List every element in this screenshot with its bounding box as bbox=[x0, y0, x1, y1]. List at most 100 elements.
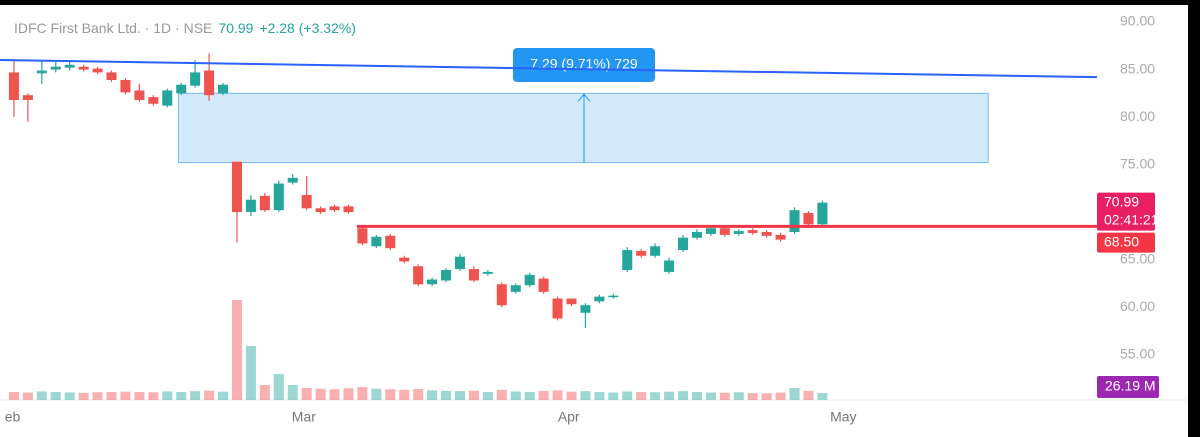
volume-bar bbox=[747, 393, 758, 400]
candle-body bbox=[524, 274, 535, 286]
volume-bar bbox=[427, 390, 438, 400]
volume-bar bbox=[538, 390, 549, 400]
volume-bar bbox=[636, 391, 647, 400]
range-box bbox=[177, 92, 989, 164]
x-tick-label: May bbox=[830, 409, 856, 425]
volume-bar bbox=[8, 391, 19, 400]
candle-body bbox=[622, 250, 633, 271]
volume-bar bbox=[259, 385, 270, 400]
candle-body bbox=[482, 271, 493, 274]
volume-bar bbox=[677, 391, 689, 400]
candle-body bbox=[538, 278, 549, 292]
candle-body bbox=[664, 260, 675, 272]
volume-bar bbox=[566, 391, 577, 400]
countdown: 02:41:21 bbox=[1104, 211, 1159, 227]
candle-body bbox=[120, 80, 131, 93]
candle-body bbox=[64, 64, 75, 68]
y-tick-label: 80.00 bbox=[1120, 108, 1155, 124]
candle-body bbox=[245, 199, 256, 213]
candle-body bbox=[329, 206, 340, 211]
volume-bar bbox=[691, 391, 702, 400]
x-tick-label: Mar bbox=[292, 409, 316, 425]
volume-bar bbox=[705, 392, 716, 400]
volume-bar bbox=[92, 392, 103, 400]
candle-body bbox=[162, 90, 173, 106]
y-tick-label: 65.00 bbox=[1120, 250, 1155, 266]
candle-body bbox=[677, 237, 689, 251]
volume-bar bbox=[329, 389, 340, 400]
volume-bar bbox=[608, 392, 619, 400]
candle-body bbox=[22, 95, 33, 100]
volume-bar bbox=[399, 389, 410, 400]
candle-body bbox=[441, 270, 452, 281]
volume-bar bbox=[761, 393, 772, 400]
symbol: IDFC First Bank Ltd. · 1D · NSE bbox=[14, 20, 212, 36]
range-label: 7.29 (9.71%) 729 bbox=[530, 56, 638, 72]
volume-bar bbox=[106, 391, 117, 400]
trendline bbox=[0, 59, 1098, 79]
volume-bar bbox=[733, 392, 744, 400]
candle-body bbox=[218, 84, 229, 94]
volume-bar bbox=[580, 391, 591, 400]
y-tick-label: 90.00 bbox=[1120, 13, 1155, 29]
volume-bar bbox=[817, 392, 828, 400]
candle-body bbox=[385, 235, 396, 249]
candle-body bbox=[190, 72, 201, 86]
candle-body bbox=[357, 228, 368, 244]
header: IDFC First Bank Ltd. · 1D · NSE 70.99 +2.2… bbox=[14, 20, 356, 36]
candle-body bbox=[78, 66, 89, 70]
volume-label-box bbox=[1097, 376, 1159, 398]
candle-body bbox=[50, 66, 61, 70]
candle-body bbox=[510, 285, 521, 292]
volume-bar bbox=[190, 391, 201, 400]
volume-bar bbox=[413, 389, 424, 400]
candle-body bbox=[636, 251, 647, 256]
volume-bar bbox=[789, 387, 800, 400]
volume-bar bbox=[273, 374, 284, 400]
candle-body bbox=[789, 210, 800, 233]
volume-bar bbox=[622, 391, 633, 400]
candle-body bbox=[468, 269, 479, 281]
candle-body bbox=[134, 90, 145, 100]
volume-bar bbox=[524, 391, 535, 400]
volume-bar bbox=[204, 390, 215, 400]
candle-body bbox=[315, 208, 326, 213]
volume-bar bbox=[719, 392, 730, 400]
volume-bar bbox=[148, 392, 159, 400]
range-label-box bbox=[513, 48, 655, 82]
volume-bar bbox=[245, 345, 256, 400]
volume-bar bbox=[496, 389, 507, 400]
x-tick-label: eb bbox=[5, 409, 21, 425]
volume-bar bbox=[78, 392, 89, 400]
volume-bar bbox=[385, 389, 396, 400]
volume-bar bbox=[301, 387, 312, 400]
y-tick-label: 85.00 bbox=[1120, 60, 1155, 76]
candle-body bbox=[399, 257, 410, 262]
volume-bar bbox=[468, 390, 479, 400]
volume-bar bbox=[803, 390, 814, 400]
volume-bar bbox=[162, 391, 173, 400]
frame-top bbox=[0, 0, 1200, 5]
candle-body bbox=[231, 161, 242, 213]
candle-body bbox=[36, 70, 47, 74]
candle-body bbox=[273, 183, 284, 211]
candle-body bbox=[413, 266, 424, 285]
y-tick-label: 75.00 bbox=[1120, 155, 1155, 171]
candle-body bbox=[719, 228, 730, 235]
volume-bar bbox=[176, 391, 187, 400]
y-tick-label: 60.00 bbox=[1120, 298, 1155, 314]
candle-body bbox=[287, 177, 298, 183]
y-tick-label: 55.00 bbox=[1120, 345, 1155, 361]
candle-body bbox=[343, 206, 354, 213]
volume-bar bbox=[120, 391, 131, 400]
x-tick-label: Apr bbox=[558, 409, 580, 425]
candle-body bbox=[803, 213, 814, 225]
candle-body bbox=[92, 68, 103, 73]
candle-body bbox=[8, 72, 19, 100]
frame-edge bbox=[1188, 0, 1200, 437]
candle-body bbox=[594, 296, 605, 302]
volume-bar bbox=[315, 388, 326, 400]
volume-bar bbox=[441, 390, 452, 400]
volume-bar bbox=[287, 385, 298, 400]
candle-body bbox=[747, 230, 758, 233]
